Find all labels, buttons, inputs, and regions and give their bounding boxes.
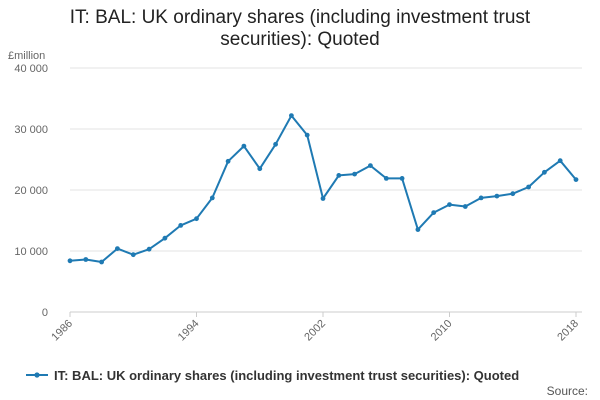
data-point[interactable] xyxy=(399,176,405,181)
y-axis-unit-label: £million xyxy=(8,50,45,62)
data-point[interactable] xyxy=(67,258,73,264)
data-point[interactable] xyxy=(431,210,437,216)
data-point[interactable] xyxy=(494,193,500,199)
data-point[interactable] xyxy=(557,158,563,164)
data-point[interactable] xyxy=(115,246,120,252)
x-axis: 1986 1994 2002 2010 2018 xyxy=(49,311,582,344)
legend-marker-swatch xyxy=(34,372,40,378)
data-point[interactable] xyxy=(573,177,579,183)
x-tick-label: 1994 xyxy=(176,318,202,344)
x-tick-label: 2010 xyxy=(429,318,455,344)
data-point[interactable] xyxy=(447,202,452,208)
legend[interactable]: IT: BAL: UK ordinary shares (including i… xyxy=(26,368,519,383)
x-tick-label: 2002 xyxy=(302,318,328,344)
data-point[interactable] xyxy=(209,195,215,201)
data-point[interactable] xyxy=(415,227,421,233)
series-group xyxy=(67,113,579,265)
data-point[interactable] xyxy=(178,223,184,228)
data-point[interactable] xyxy=(273,141,278,147)
data-point[interactable] xyxy=(352,171,357,177)
legend-label: IT: BAL: UK ordinary shares (including i… xyxy=(54,368,519,383)
data-point[interactable] xyxy=(241,143,247,149)
data-point[interactable] xyxy=(99,259,104,265)
data-point[interactable] xyxy=(462,204,468,209)
data-point[interactable] xyxy=(478,195,484,201)
data-point[interactable] xyxy=(225,158,231,164)
source-label: Source: xyxy=(547,384,588,398)
data-point[interactable] xyxy=(510,191,516,197)
data-point[interactable] xyxy=(383,176,389,181)
y-tick-label: 10 000 xyxy=(14,246,48,258)
data-point[interactable] xyxy=(194,216,199,222)
data-point[interactable] xyxy=(542,169,547,175)
y-tick-label: 40 000 xyxy=(14,63,48,75)
chart-title-line-2: securities): Quoted xyxy=(220,29,379,50)
data-point[interactable] xyxy=(526,184,531,190)
data-point[interactable] xyxy=(257,166,263,172)
data-point[interactable] xyxy=(336,173,342,178)
data-point[interactable] xyxy=(162,235,168,241)
y-tick-label: 30 000 xyxy=(14,124,48,136)
x-tick-label: 1986 xyxy=(49,318,75,344)
gridlines xyxy=(70,67,582,252)
data-point[interactable] xyxy=(289,113,294,118)
data-point[interactable] xyxy=(146,246,152,252)
data-point[interactable] xyxy=(368,163,373,169)
data-point[interactable] xyxy=(130,252,136,258)
data-point[interactable] xyxy=(304,132,310,138)
data-point[interactable] xyxy=(320,196,326,201)
data-point[interactable] xyxy=(83,257,89,262)
chart-title-line-1: IT: BAL: UK ordinary shares (including i… xyxy=(70,7,531,28)
y-tick-label: 0 xyxy=(42,307,48,319)
y-axis-ticks: 0 10 000 20 000 30 000 40 000 xyxy=(14,63,48,319)
series-line xyxy=(69,114,577,263)
y-tick-label: 20 000 xyxy=(14,185,48,197)
x-tick-label: 2018 xyxy=(555,318,581,344)
